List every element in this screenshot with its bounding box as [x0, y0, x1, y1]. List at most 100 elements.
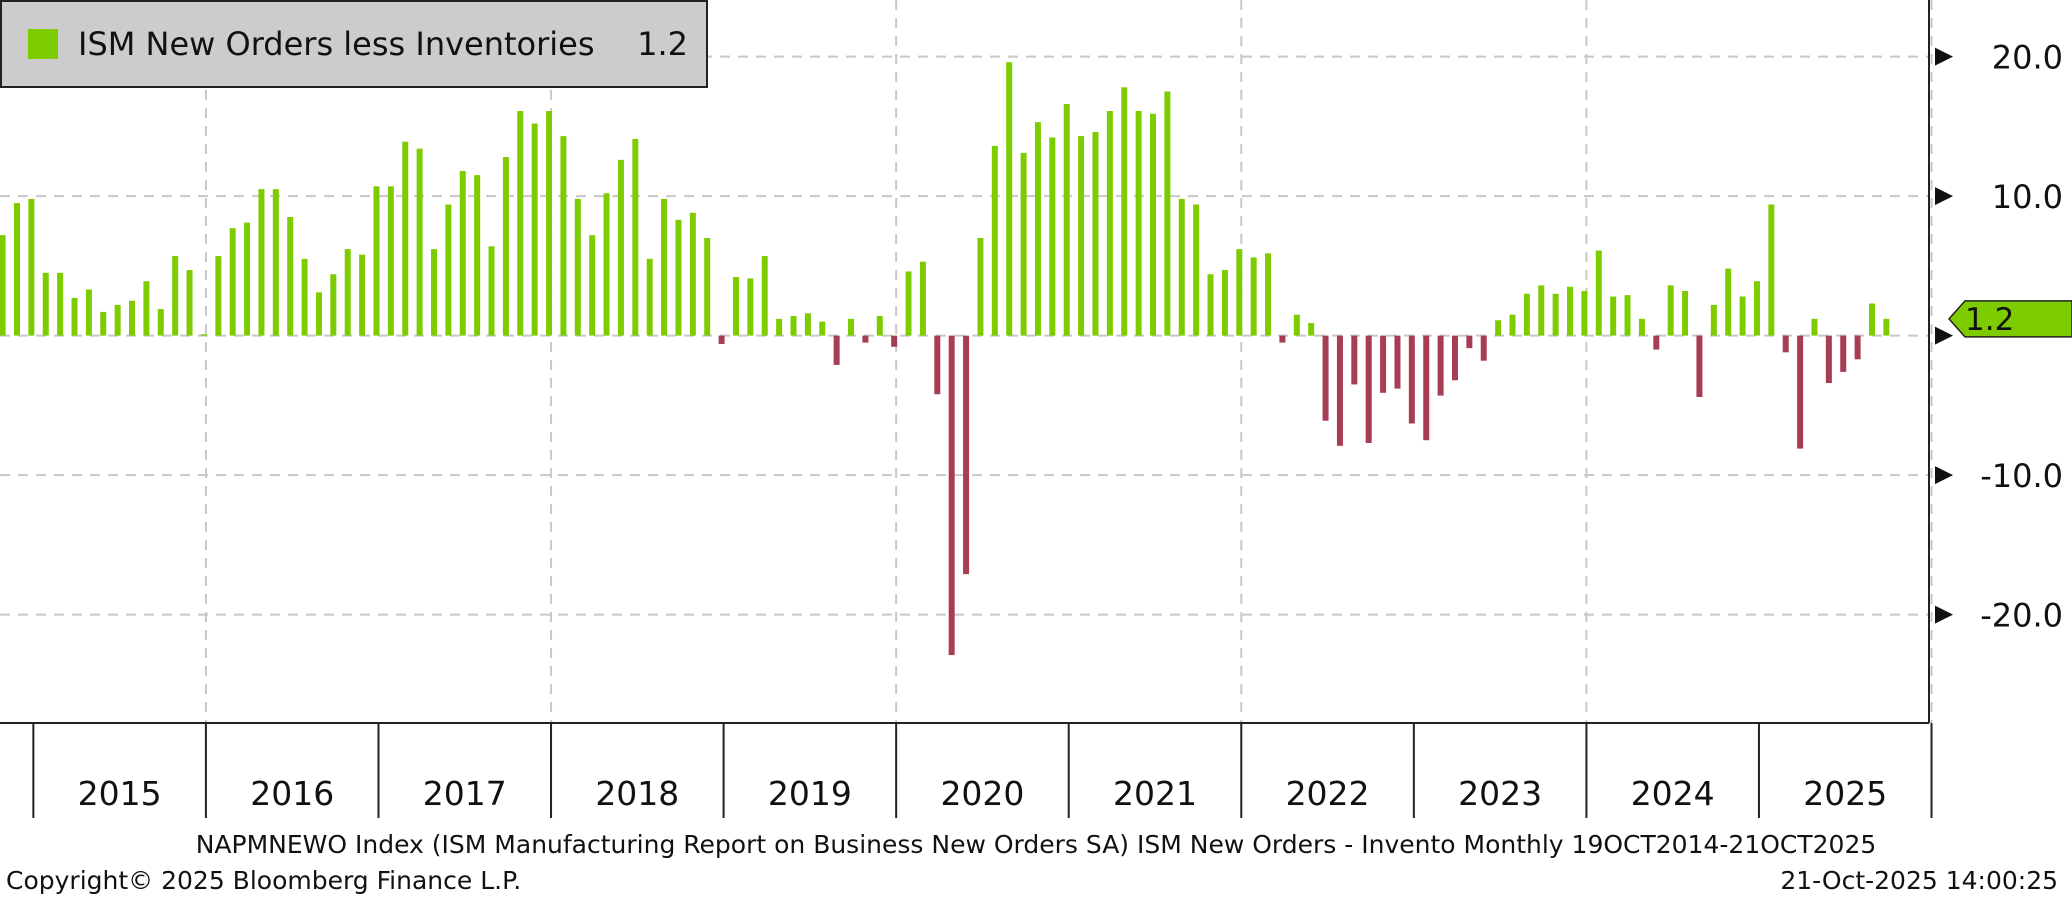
bar: [704, 237, 711, 336]
bar: [1509, 314, 1516, 336]
bar: [991, 145, 998, 336]
copyright: Copyright© 2025 Bloomberg Finance L.P.: [6, 866, 522, 895]
bar: [632, 138, 639, 336]
bar: [459, 170, 466, 336]
bar: [1523, 293, 1530, 336]
bar: [1408, 335, 1415, 424]
bar: [546, 111, 553, 336]
last-value-marker: [1947, 300, 2072, 338]
bar: [1883, 318, 1890, 336]
bar: [287, 217, 294, 336]
x-tick-label: 2015: [78, 774, 162, 813]
x-tick-label: 2023: [1458, 774, 1542, 813]
bar: [1221, 270, 1228, 336]
bar: [359, 254, 366, 336]
bar: [1063, 104, 1070, 336]
y-tick-arrow: [1935, 605, 1953, 624]
bar: [1854, 335, 1861, 360]
y-tick-label: -10.0: [1980, 457, 2063, 495]
bar: [1178, 198, 1185, 336]
bar: [1610, 296, 1617, 336]
legend-swatch: [28, 29, 58, 59]
bar: [905, 271, 912, 336]
bar: [200, 334, 207, 336]
bar: [172, 256, 179, 336]
bar: [373, 186, 380, 336]
bar: [330, 274, 337, 336]
bar: [747, 278, 754, 336]
bar: [1121, 87, 1128, 336]
bar: [1106, 111, 1113, 336]
bar: [948, 335, 955, 656]
bar: [646, 258, 653, 336]
x-tick-label: 2016: [250, 774, 334, 813]
y-tick-label: 20.0: [1992, 39, 2063, 77]
bar: [1207, 274, 1214, 336]
bar: [804, 313, 811, 336]
bar: [28, 198, 35, 336]
y-tick-label: -20.0: [1980, 597, 2063, 635]
bar: [1020, 152, 1027, 336]
bar: [1466, 335, 1473, 349]
bar: [1006, 62, 1013, 336]
bar: [1797, 335, 1804, 449]
legend: ISM New Orders less Inventories 1.2: [0, 0, 708, 88]
bar: [1265, 253, 1272, 336]
bar: [1293, 314, 1300, 336]
bar: [71, 297, 78, 336]
bar: [1840, 335, 1847, 372]
x-tick-label: 2022: [1286, 774, 1370, 813]
y-tick-arrow: [1935, 187, 1953, 206]
bar: [258, 189, 265, 336]
bar: [1250, 257, 1257, 336]
bar: [1624, 295, 1631, 336]
bar: [1653, 335, 1660, 350]
bar: [531, 123, 538, 336]
bar: [1710, 304, 1717, 336]
bar: [589, 235, 596, 336]
bar: [186, 270, 193, 336]
bar: [301, 258, 308, 336]
bar: [474, 175, 481, 336]
x-tick-label: 2018: [595, 774, 679, 813]
bar: [85, 289, 92, 336]
bar: [1049, 137, 1056, 336]
bar: [445, 204, 452, 336]
x-tick-label: 2024: [1631, 774, 1715, 813]
bar: [1768, 204, 1775, 336]
bar: [1351, 335, 1358, 385]
bar: [1825, 335, 1832, 384]
bar: [1365, 335, 1372, 444]
y-tick-arrow: [1935, 326, 1953, 345]
bar: [1279, 335, 1286, 343]
bar: [517, 111, 524, 336]
bar: [272, 189, 279, 336]
bar: [732, 277, 739, 336]
bar: [1193, 204, 1200, 336]
bar: [229, 228, 236, 336]
bar: [1682, 290, 1689, 336]
y-tick-arrow: [1935, 466, 1953, 485]
bar: [13, 203, 20, 336]
bar: [1667, 285, 1674, 336]
source-line: NAPMNEWO Index (ISM Manufacturing Report…: [195, 830, 1877, 859]
bar: [617, 159, 624, 336]
x-tick-label: 2019: [768, 774, 852, 813]
bar: [1595, 250, 1602, 336]
bar: [1322, 335, 1329, 421]
bar: [848, 318, 855, 336]
bar: [1869, 303, 1875, 336]
bar: [1725, 268, 1732, 336]
bar: [1451, 335, 1458, 381]
bar: [1380, 335, 1387, 393]
bar: [819, 321, 826, 336]
bar: [689, 212, 696, 336]
bar: [244, 222, 251, 336]
bar: [1638, 318, 1645, 336]
bar: [675, 219, 682, 336]
y-tick-label: 10.0: [1992, 178, 2063, 216]
bar: [1538, 285, 1545, 336]
bar: [560, 136, 567, 336]
bar: [431, 249, 437, 336]
